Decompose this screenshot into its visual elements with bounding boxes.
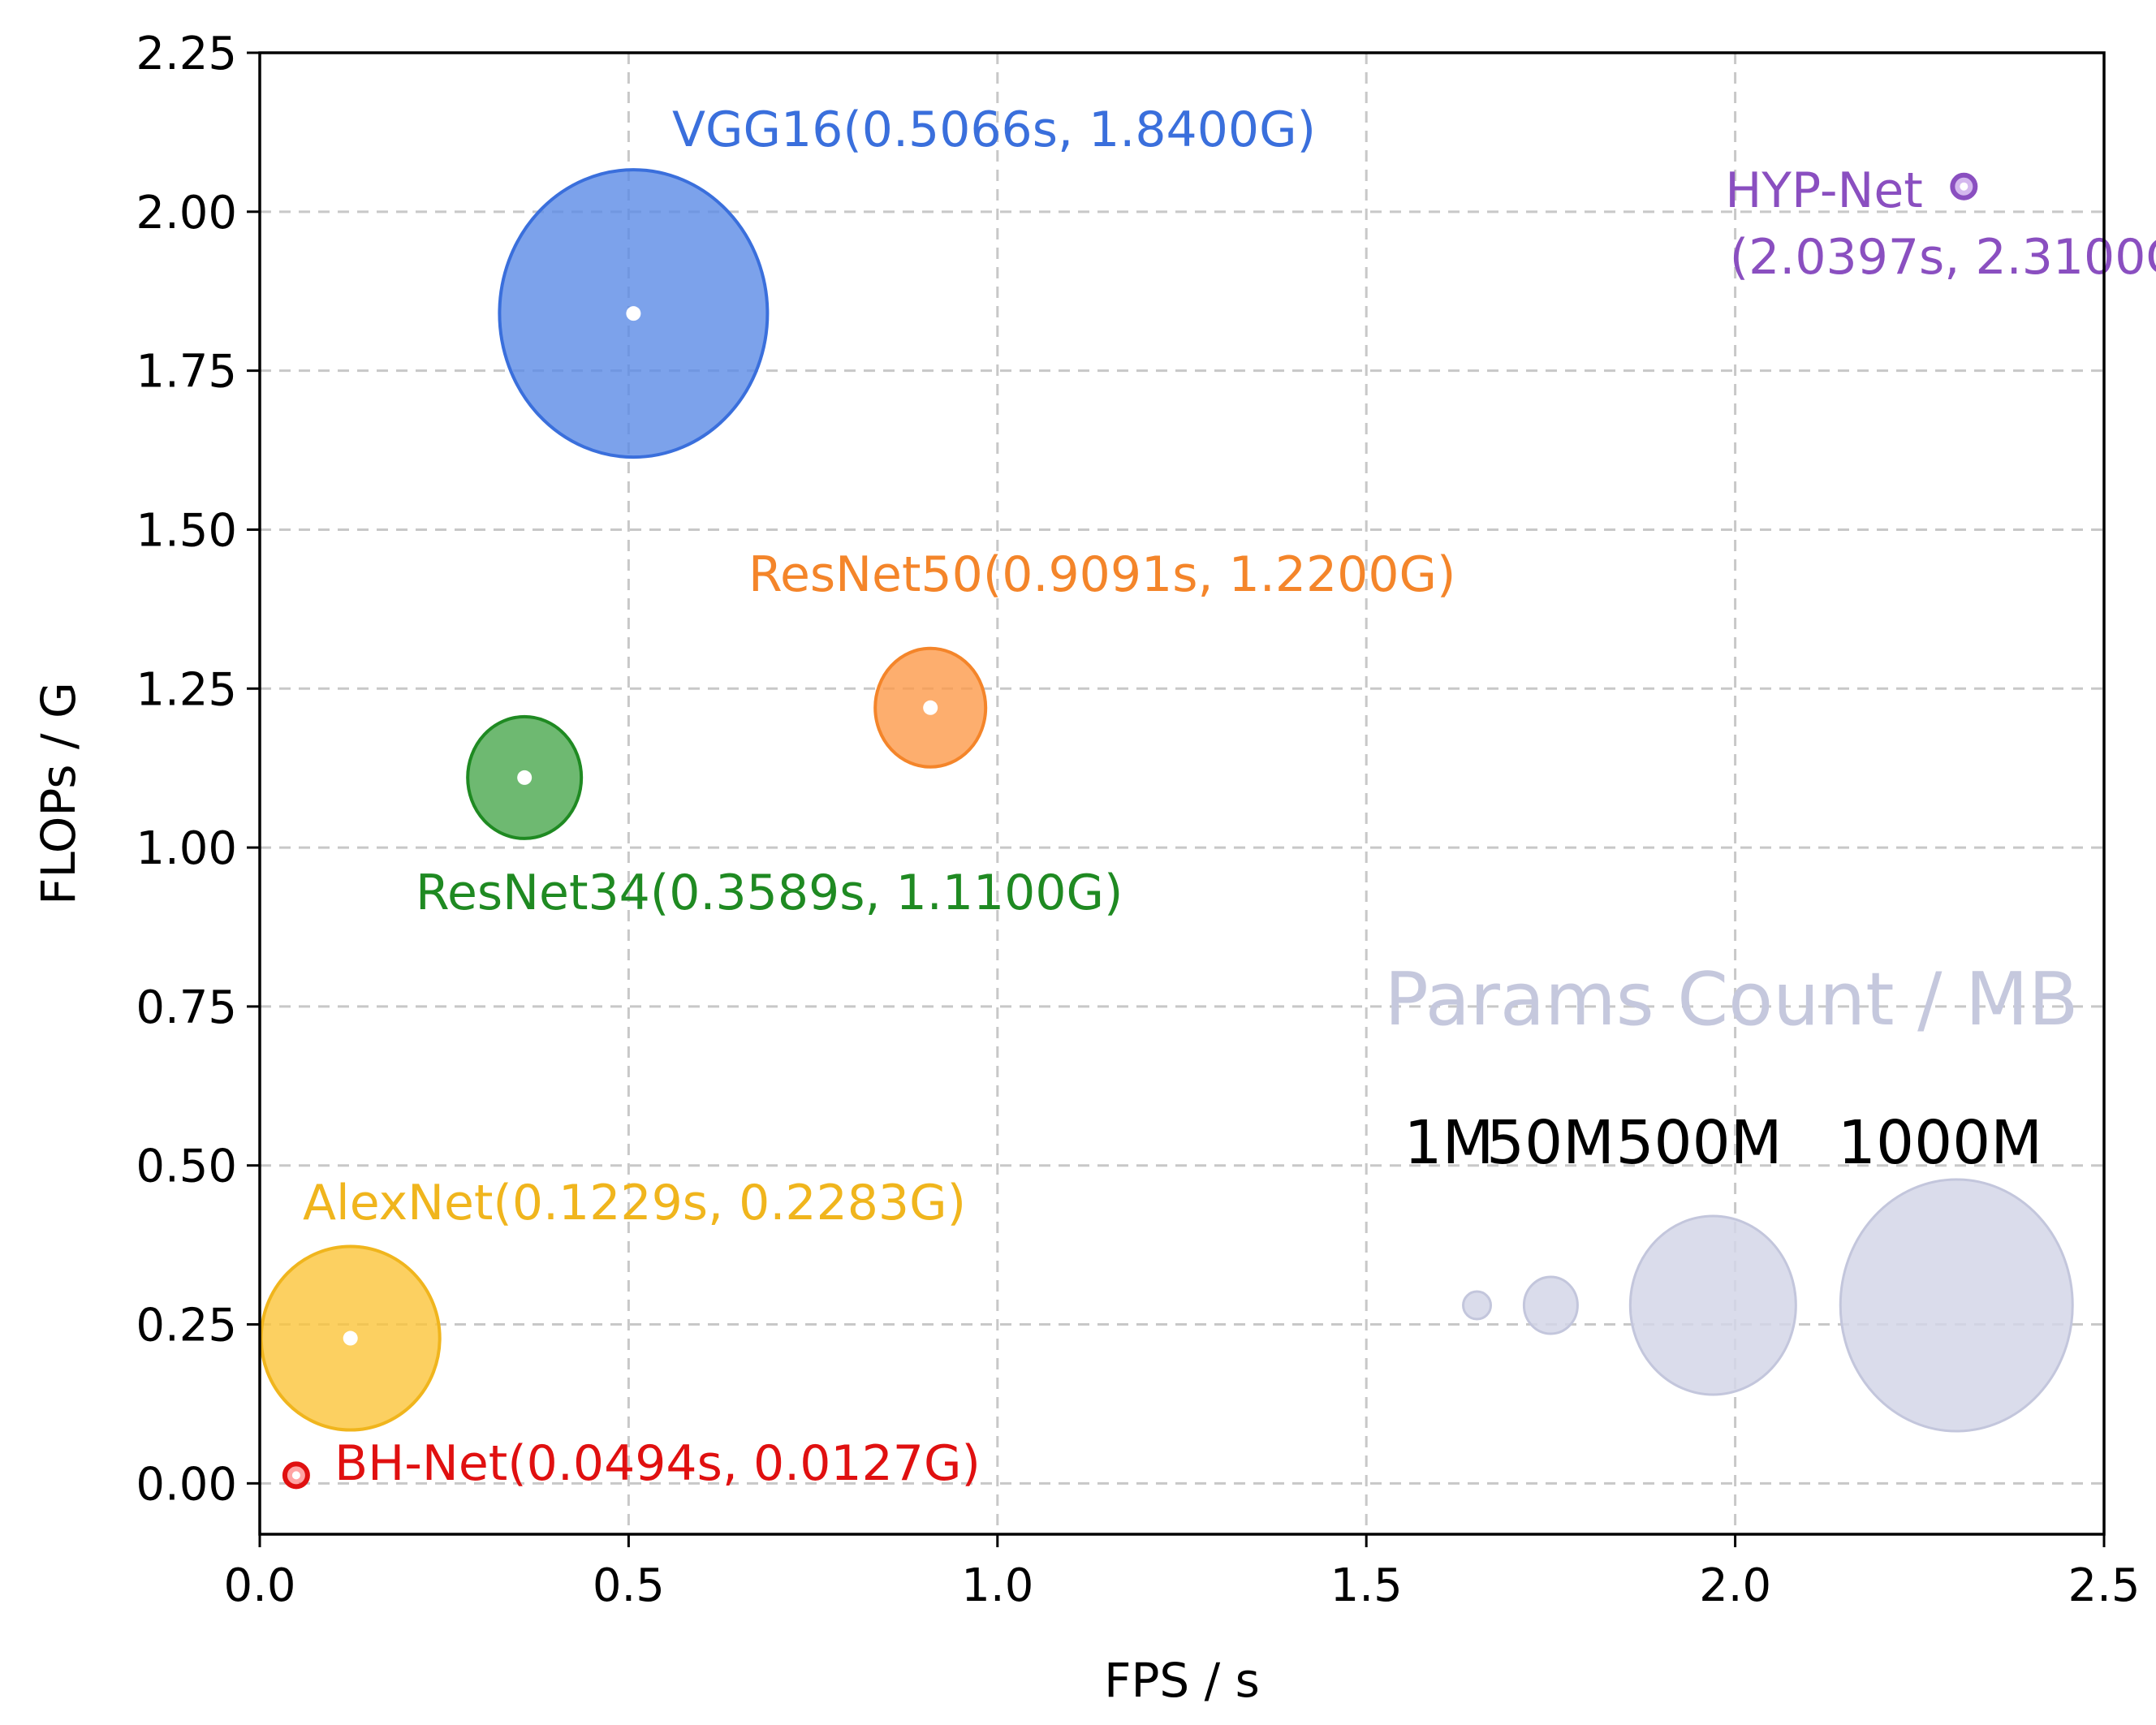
x-tick-label: 0.5	[593, 1559, 665, 1612]
y-axis-title: FLOPs / G	[31, 682, 86, 905]
y-tick-label: 1.25	[136, 663, 237, 716]
x-tick-label: 0.0	[223, 1559, 295, 1612]
legend-bubble-50m	[1522, 1275, 1579, 1335]
x-axis-title: FPS / s	[1104, 1653, 1260, 1708]
y-tick-label: 1.50	[136, 504, 237, 557]
legend-bubble-1m	[1462, 1290, 1493, 1321]
annotations: VGG16(0.5066s, 1.8400G) ResNet50(0.9091s…	[303, 101, 2156, 1492]
x-tick-label: 1.0	[961, 1559, 1033, 1612]
legend-label-1m: 1M	[1404, 1108, 1494, 1178]
y-tick-label: 0.25	[136, 1300, 237, 1352]
grid-lines	[260, 53, 2104, 1534]
bubbles	[259, 168, 1978, 1490]
y-tick-label: 1.00	[136, 822, 237, 875]
center-dot-resnet50	[923, 700, 938, 715]
x-tick-label: 2.5	[2068, 1559, 2140, 1612]
annotation-resnet50: ResNet50(0.9091s, 1.2200G)	[748, 546, 1455, 603]
axes: 0.0 0.5 1.0 1.5 2.0 2.5 0.00 0.25 0.50 0.75 1.00 1.…	[136, 28, 2140, 1612]
y-tick-label: 0.75	[136, 981, 237, 1034]
legend-label-50m: 50M	[1486, 1108, 1615, 1178]
legend-bubble-500m	[1628, 1214, 1797, 1396]
center-dot-bh-net	[291, 1471, 300, 1480]
annotation-resnet34: ResNet34(0.3589s, 1.1100G)	[416, 865, 1123, 921]
legend-title: Params Count / MB	[1385, 957, 2079, 1042]
y-tick-label: 0.50	[136, 1141, 237, 1193]
legend-bubble-1000m	[1839, 1178, 2074, 1433]
y-tick-label: 1.75	[136, 346, 237, 399]
legend-label-500m: 500M	[1615, 1108, 1782, 1178]
x-tick-label: 2.0	[1699, 1559, 1771, 1612]
legend-label-1000m: 1000M	[1838, 1108, 2042, 1178]
center-dot-resnet34	[517, 770, 533, 785]
annotation-hyp-net-name: HYP-Net	[1725, 162, 1923, 219]
y-tick-label: 0.00	[136, 1458, 237, 1511]
x-tick-label: 1.5	[1330, 1559, 1403, 1612]
y-tick-label: 2.00	[136, 187, 237, 239]
y-tick-label: 2.25	[136, 28, 237, 80]
center-dot-vgg16	[626, 306, 641, 321]
annotation-bh-net: BH-Net(0.0494s, 0.0127G)	[334, 1435, 981, 1492]
center-dot-hyp-net	[1960, 182, 1968, 191]
plot-frame	[258, 51, 2106, 1536]
annotation-vgg16: VGG16(0.5066s, 1.8400G)	[672, 101, 1316, 158]
center-dot-alexnet	[343, 1330, 358, 1346]
annotation-alexnet: AlexNet(0.1229s, 0.2283G)	[303, 1175, 966, 1231]
annotation-hyp-net-values: (2.0397s, 2.3100G)	[1730, 229, 2156, 286]
